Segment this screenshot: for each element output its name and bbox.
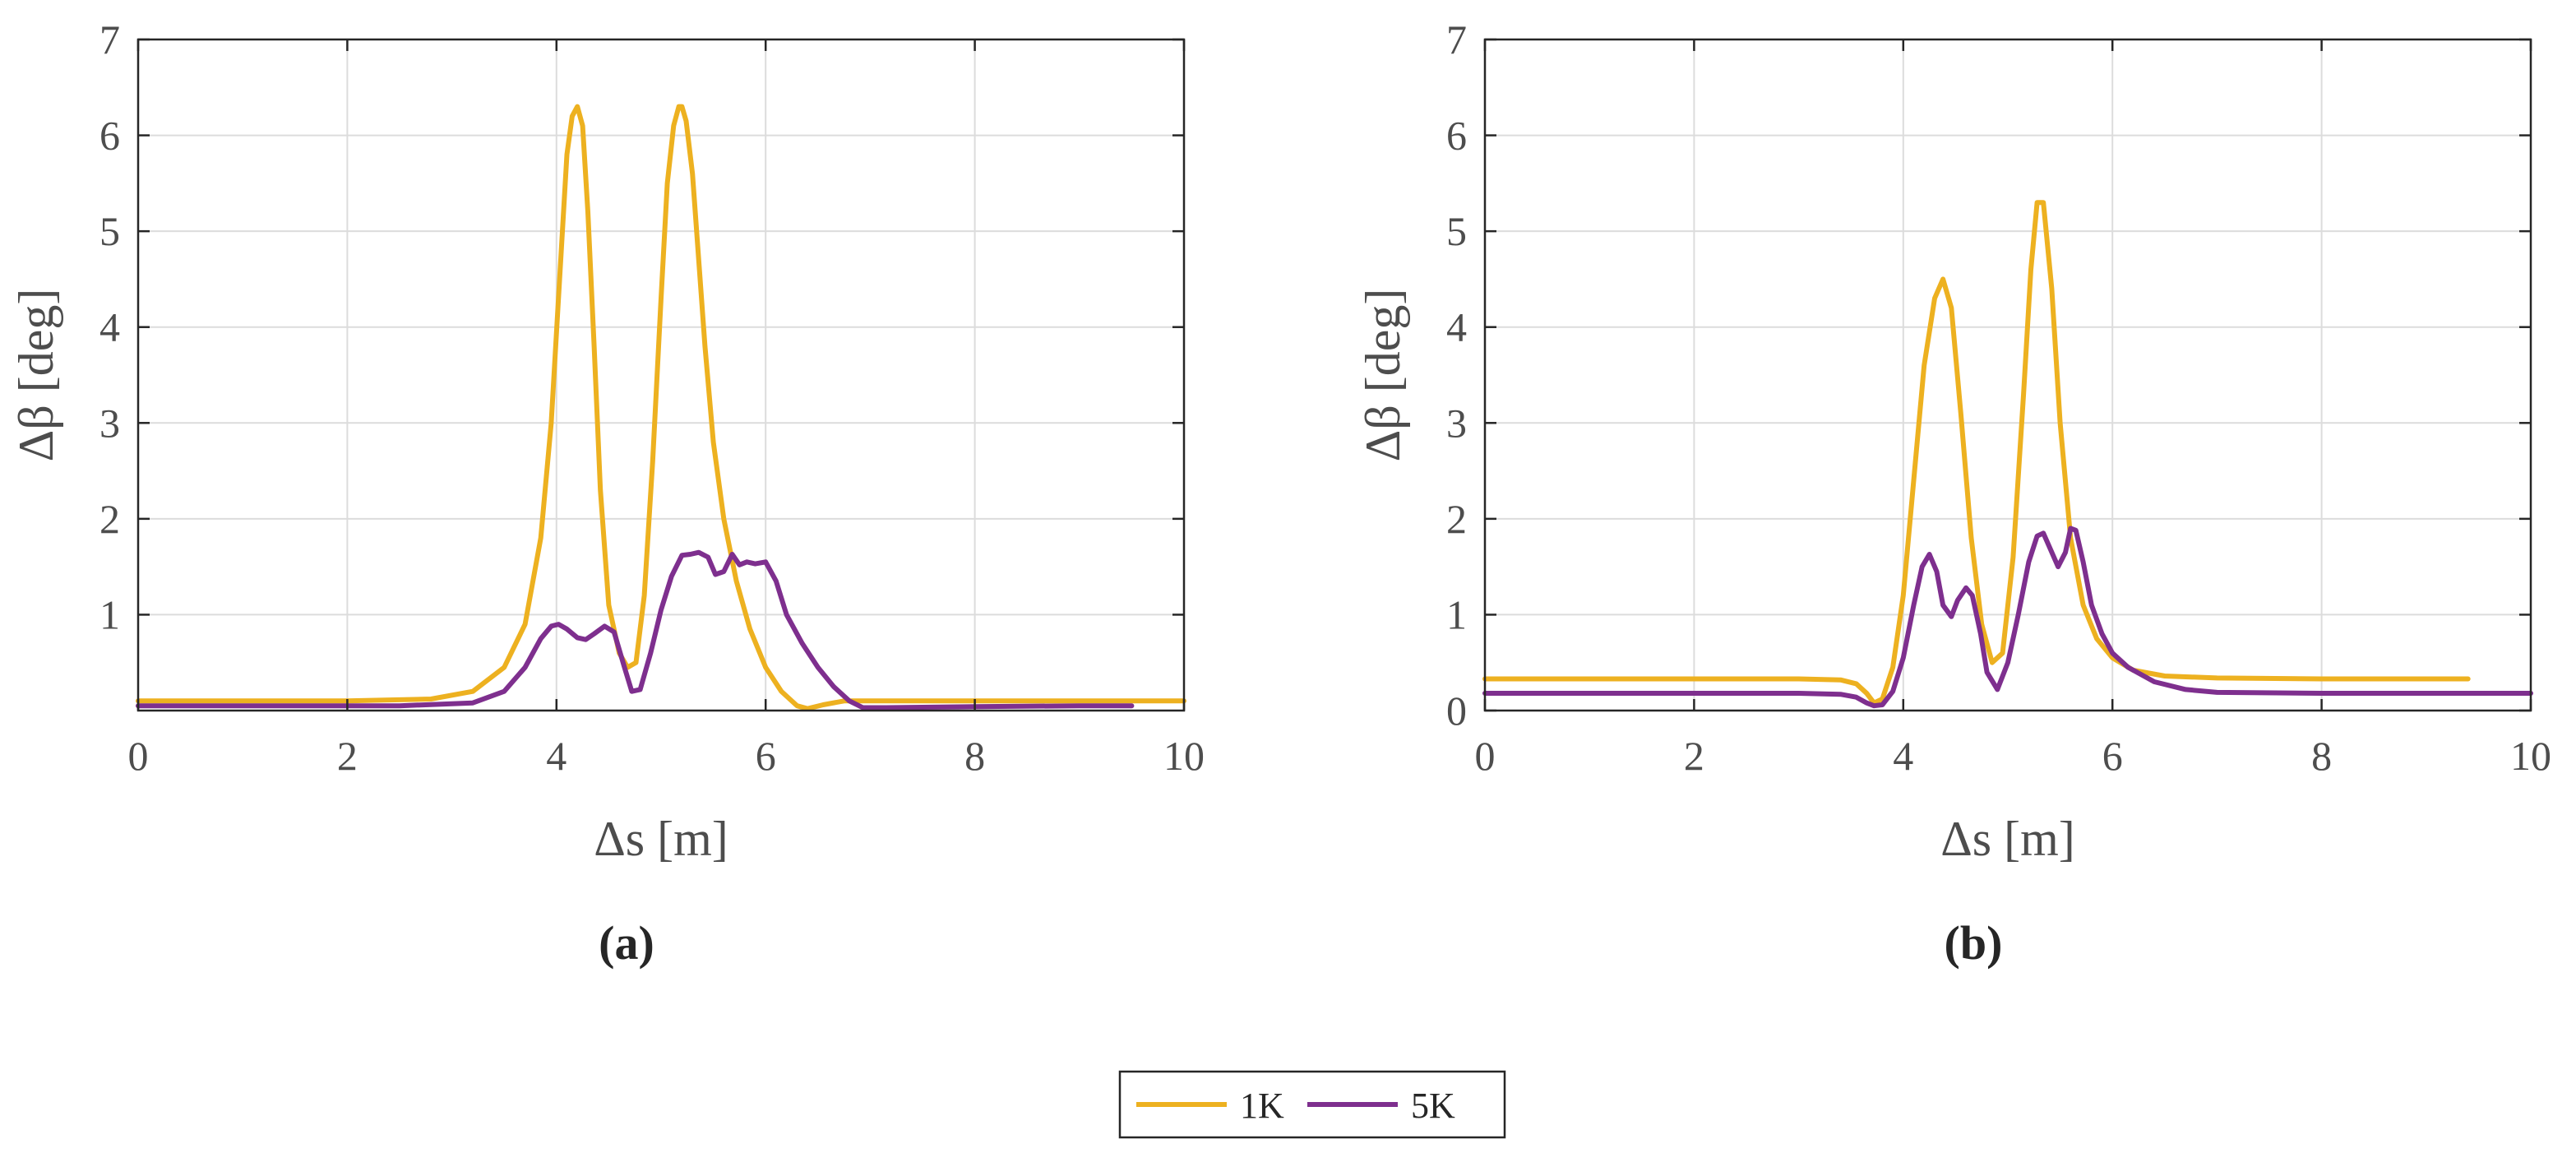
x-tick-label: 10 [1163,733,1205,779]
legend-label-1k: 1K [1240,1086,1284,1126]
legend: 1K 5K [1118,1070,1506,1139]
y-tick-label: 6 [99,113,120,159]
x-tick-label: 4 [546,733,567,779]
y-tick-label: 6 [1446,113,1467,159]
plot-frame-a [136,38,1186,712]
x-tick-label: 6 [756,733,776,779]
y-tick-label: 0 [1446,688,1467,734]
x-tick-label: 8 [964,733,985,779]
y-tick-label: 7 [99,16,120,63]
x-tick-label: 0 [128,733,149,779]
legend-label-5k: 5K [1411,1086,1455,1126]
x-tick-label: 8 [2311,733,2332,779]
y-tick-label: 5 [1446,208,1467,254]
x-axis-label: Δs [m] [1940,812,2075,866]
y-axis-label: Δβ [deg] [9,289,63,462]
series-line-1k-b [1482,200,2471,706]
x-tick-label: 0 [1475,733,1496,779]
panel-label: (b) [1945,916,2003,970]
panel-b: 0 2 4 6 8 10 0 1 2 3 4 5 6 7 Δs [m] Δβ [deg] (b) [1356,16,2551,970]
y-axis-label: Δβ [deg] [1356,289,1410,462]
y-tick-label: 4 [1446,304,1467,350]
x-tick-label: 6 [2102,733,2123,779]
panel-label: (a) [599,916,654,970]
x-tick-label: 10 [2510,733,2551,779]
y-tick-label: 1 [1446,591,1467,637]
y-tick-label: 4 [99,304,120,350]
y-tick-label: 2 [99,496,120,542]
y-tick-label: 5 [99,208,120,254]
x-axis-label: Δs [m] [594,812,728,866]
y-tick-label: 1 [99,591,120,637]
y-tick-label: 3 [99,400,120,446]
plot-frame-b [1483,38,2532,712]
y-tick-label: 7 [1446,16,1467,63]
x-tick-label: 2 [1684,733,1704,779]
y-tick-label: 3 [1446,400,1467,446]
series-line-5k-b [1482,526,2533,709]
x-tick-label: 4 [1893,733,1913,779]
series-line-5k-a [136,549,1135,711]
x-tick-label: 2 [337,733,358,779]
series-line-1k-a [136,104,1186,711]
y-tick-label: 2 [1446,496,1467,542]
